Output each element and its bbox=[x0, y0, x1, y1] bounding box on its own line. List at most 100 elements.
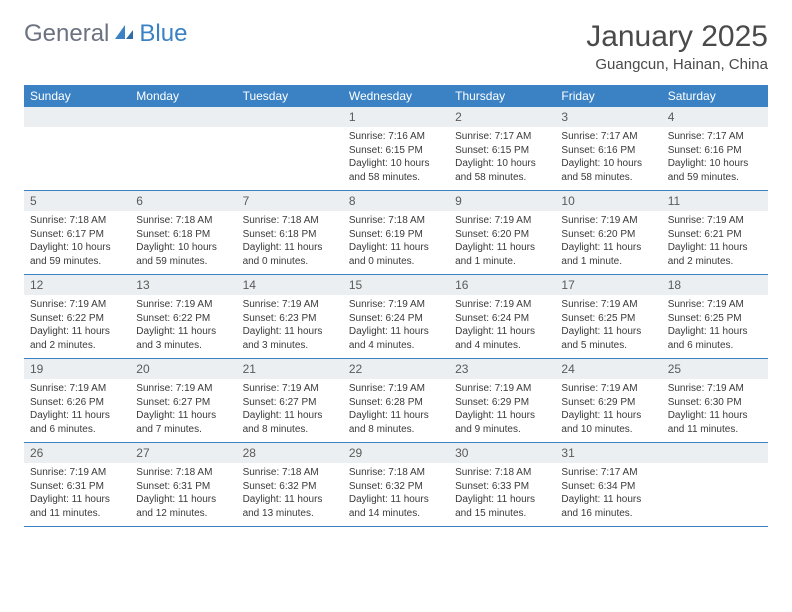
sunset-text: Sunset: 6:32 PM bbox=[243, 480, 337, 494]
day-number: 16 bbox=[449, 275, 555, 295]
sunrise-text: Sunrise: 7:18 AM bbox=[243, 214, 337, 228]
sunrise-text: Sunrise: 7:19 AM bbox=[561, 382, 655, 396]
sunrise-text: Sunrise: 7:19 AM bbox=[668, 214, 762, 228]
daylight-text: Daylight: 11 hours and 9 minutes. bbox=[455, 409, 549, 436]
day-content: Sunrise: 7:19 AMSunset: 6:29 PMDaylight:… bbox=[555, 379, 661, 442]
sunset-text: Sunset: 6:16 PM bbox=[561, 144, 655, 158]
sunset-text: Sunset: 6:17 PM bbox=[30, 228, 124, 242]
day-cell: 19Sunrise: 7:19 AMSunset: 6:26 PMDayligh… bbox=[24, 359, 130, 442]
daylight-text: Daylight: 11 hours and 11 minutes. bbox=[30, 493, 124, 520]
sunset-text: Sunset: 6:30 PM bbox=[668, 396, 762, 410]
logo: General Blue bbox=[24, 20, 187, 48]
day-content: Sunrise: 7:18 AMSunset: 6:32 PMDaylight:… bbox=[343, 463, 449, 526]
sunrise-text: Sunrise: 7:17 AM bbox=[668, 130, 762, 144]
sunrise-text: Sunrise: 7:18 AM bbox=[455, 466, 549, 480]
sunset-text: Sunset: 6:20 PM bbox=[561, 228, 655, 242]
week-row: 5Sunrise: 7:18 AMSunset: 6:17 PMDaylight… bbox=[24, 191, 768, 275]
day-number: 12 bbox=[24, 275, 130, 295]
sunset-text: Sunset: 6:32 PM bbox=[349, 480, 443, 494]
day-content: Sunrise: 7:19 AMSunset: 6:25 PMDaylight:… bbox=[662, 295, 768, 358]
day-content: Sunrise: 7:19 AMSunset: 6:26 PMDaylight:… bbox=[24, 379, 130, 442]
day-content: Sunrise: 7:19 AMSunset: 6:24 PMDaylight:… bbox=[449, 295, 555, 358]
day-content: Sunrise: 7:17 AMSunset: 6:15 PMDaylight:… bbox=[449, 127, 555, 190]
day-cell: 3Sunrise: 7:17 AMSunset: 6:16 PMDaylight… bbox=[555, 107, 661, 190]
sunrise-text: Sunrise: 7:19 AM bbox=[455, 214, 549, 228]
day-cell bbox=[662, 443, 768, 526]
day-cell: 2Sunrise: 7:17 AMSunset: 6:15 PMDaylight… bbox=[449, 107, 555, 190]
sunrise-text: Sunrise: 7:19 AM bbox=[668, 298, 762, 312]
daylight-text: Daylight: 10 hours and 59 minutes. bbox=[30, 241, 124, 268]
sunset-text: Sunset: 6:27 PM bbox=[243, 396, 337, 410]
day-number: 9 bbox=[449, 191, 555, 211]
sunrise-text: Sunrise: 7:19 AM bbox=[349, 382, 443, 396]
daylight-text: Daylight: 11 hours and 10 minutes. bbox=[561, 409, 655, 436]
daylight-text: Daylight: 11 hours and 12 minutes. bbox=[136, 493, 230, 520]
sunset-text: Sunset: 6:15 PM bbox=[455, 144, 549, 158]
daylight-text: Daylight: 10 hours and 58 minutes. bbox=[455, 157, 549, 184]
weekday-saturday: Saturday bbox=[662, 85, 768, 107]
daylight-text: Daylight: 11 hours and 6 minutes. bbox=[668, 325, 762, 352]
day-cell: 21Sunrise: 7:19 AMSunset: 6:27 PMDayligh… bbox=[237, 359, 343, 442]
sunset-text: Sunset: 6:22 PM bbox=[30, 312, 124, 326]
sunset-text: Sunset: 6:26 PM bbox=[30, 396, 124, 410]
sunrise-text: Sunrise: 7:19 AM bbox=[136, 298, 230, 312]
day-cell: 6Sunrise: 7:18 AMSunset: 6:18 PMDaylight… bbox=[130, 191, 236, 274]
daylight-text: Daylight: 11 hours and 6 minutes. bbox=[30, 409, 124, 436]
logo-text-general: General bbox=[24, 20, 109, 48]
sunrise-text: Sunrise: 7:18 AM bbox=[30, 214, 124, 228]
daylight-text: Daylight: 11 hours and 16 minutes. bbox=[561, 493, 655, 520]
sunset-text: Sunset: 6:16 PM bbox=[668, 144, 762, 158]
day-content: Sunrise: 7:19 AMSunset: 6:27 PMDaylight:… bbox=[130, 379, 236, 442]
day-cell bbox=[237, 107, 343, 190]
logo-text-blue: Blue bbox=[139, 20, 187, 48]
sunset-text: Sunset: 6:29 PM bbox=[455, 396, 549, 410]
day-number: 20 bbox=[130, 359, 236, 379]
sunset-text: Sunset: 6:24 PM bbox=[349, 312, 443, 326]
sunrise-text: Sunrise: 7:18 AM bbox=[349, 214, 443, 228]
sunset-text: Sunset: 6:29 PM bbox=[561, 396, 655, 410]
sunrise-text: Sunrise: 7:19 AM bbox=[668, 382, 762, 396]
day-content: Sunrise: 7:18 AMSunset: 6:33 PMDaylight:… bbox=[449, 463, 555, 526]
empty-day-header bbox=[24, 107, 130, 127]
day-number: 18 bbox=[662, 275, 768, 295]
daylight-text: Daylight: 10 hours and 59 minutes. bbox=[136, 241, 230, 268]
day-content: Sunrise: 7:18 AMSunset: 6:32 PMDaylight:… bbox=[237, 463, 343, 526]
day-cell bbox=[24, 107, 130, 190]
day-cell bbox=[130, 107, 236, 190]
daylight-text: Daylight: 11 hours and 15 minutes. bbox=[455, 493, 549, 520]
day-cell: 28Sunrise: 7:18 AMSunset: 6:32 PMDayligh… bbox=[237, 443, 343, 526]
daylight-text: Daylight: 11 hours and 4 minutes. bbox=[455, 325, 549, 352]
sunrise-text: Sunrise: 7:17 AM bbox=[561, 130, 655, 144]
sunrise-text: Sunrise: 7:17 AM bbox=[561, 466, 655, 480]
sunset-text: Sunset: 6:33 PM bbox=[455, 480, 549, 494]
day-number: 6 bbox=[130, 191, 236, 211]
sunset-text: Sunset: 6:15 PM bbox=[349, 144, 443, 158]
day-number: 31 bbox=[555, 443, 661, 463]
sunrise-text: Sunrise: 7:17 AM bbox=[455, 130, 549, 144]
daylight-text: Daylight: 11 hours and 3 minutes. bbox=[243, 325, 337, 352]
day-cell: 16Sunrise: 7:19 AMSunset: 6:24 PMDayligh… bbox=[449, 275, 555, 358]
day-cell: 13Sunrise: 7:19 AMSunset: 6:22 PMDayligh… bbox=[130, 275, 236, 358]
sunrise-text: Sunrise: 7:19 AM bbox=[243, 382, 337, 396]
day-number: 15 bbox=[343, 275, 449, 295]
day-number: 11 bbox=[662, 191, 768, 211]
sunrise-text: Sunrise: 7:18 AM bbox=[136, 214, 230, 228]
daylight-text: Daylight: 11 hours and 1 minute. bbox=[455, 241, 549, 268]
daylight-text: Daylight: 11 hours and 4 minutes. bbox=[349, 325, 443, 352]
weekday-header-row: SundayMondayTuesdayWednesdayThursdayFrid… bbox=[24, 85, 768, 107]
day-cell: 10Sunrise: 7:19 AMSunset: 6:20 PMDayligh… bbox=[555, 191, 661, 274]
week-row: 26Sunrise: 7:19 AMSunset: 6:31 PMDayligh… bbox=[24, 443, 768, 527]
daylight-text: Daylight: 11 hours and 5 minutes. bbox=[561, 325, 655, 352]
day-content: Sunrise: 7:18 AMSunset: 6:17 PMDaylight:… bbox=[24, 211, 130, 274]
day-cell: 7Sunrise: 7:18 AMSunset: 6:18 PMDaylight… bbox=[237, 191, 343, 274]
day-content: Sunrise: 7:17 AMSunset: 6:34 PMDaylight:… bbox=[555, 463, 661, 526]
sunset-text: Sunset: 6:21 PM bbox=[668, 228, 762, 242]
day-number: 4 bbox=[662, 107, 768, 127]
daylight-text: Daylight: 11 hours and 7 minutes. bbox=[136, 409, 230, 436]
sunrise-text: Sunrise: 7:18 AM bbox=[243, 466, 337, 480]
sunrise-text: Sunrise: 7:19 AM bbox=[30, 298, 124, 312]
sunset-text: Sunset: 6:20 PM bbox=[455, 228, 549, 242]
day-content: Sunrise: 7:18 AMSunset: 6:18 PMDaylight:… bbox=[130, 211, 236, 274]
week-row: 12Sunrise: 7:19 AMSunset: 6:22 PMDayligh… bbox=[24, 275, 768, 359]
sunrise-text: Sunrise: 7:19 AM bbox=[30, 382, 124, 396]
